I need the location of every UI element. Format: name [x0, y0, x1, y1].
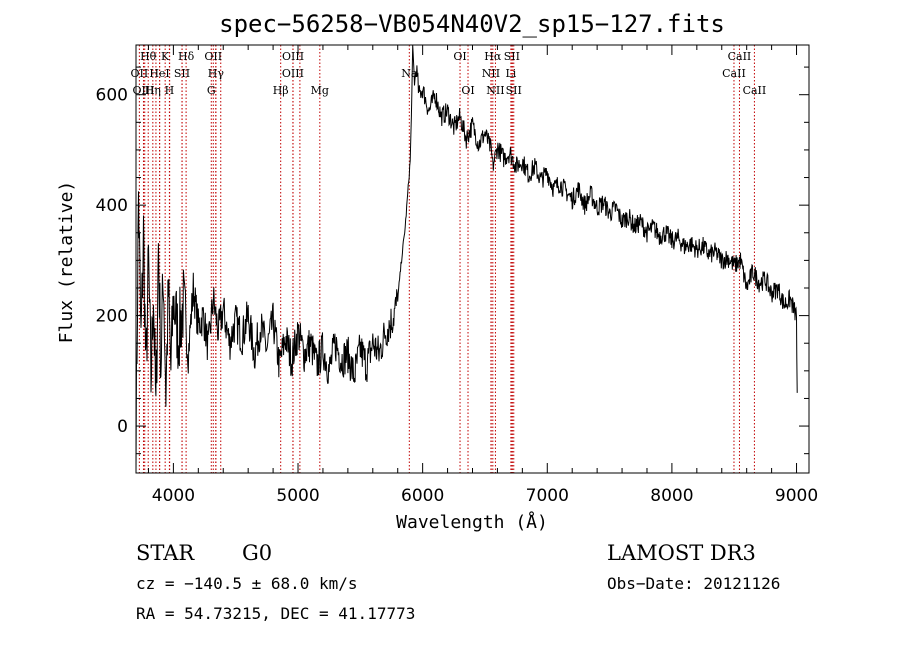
- spectral-line-label: SII: [504, 50, 520, 63]
- obs-date: Obs−Date: 20121126: [607, 574, 780, 593]
- spectral-line-label: NII: [486, 84, 504, 97]
- spectral-line-label: OI: [461, 84, 474, 97]
- spectral-line-label: OIII: [282, 67, 304, 80]
- spectral-line-label: OII: [131, 67, 149, 80]
- spectral-line-label: CaII: [743, 84, 767, 97]
- x-tick-label: 5000: [276, 486, 319, 506]
- y-tick-label: 400: [96, 196, 128, 216]
- spectral-line-label: OII: [204, 50, 222, 63]
- spectral-line-label: Li: [505, 67, 516, 80]
- object-subclass: G0: [242, 541, 272, 565]
- spectral-line-label: CaII: [728, 50, 752, 63]
- spectral-line-label: H: [165, 84, 175, 97]
- spectral-line-label: OIII: [132, 84, 154, 97]
- spectral-line-label: CaII: [722, 67, 746, 80]
- x-axis-label: Wavelength (Å): [396, 511, 548, 533]
- spectral-line-label: OIII: [282, 50, 304, 63]
- object-class: STAR: [136, 541, 195, 565]
- survey-name: LAMOST DR3: [607, 541, 756, 565]
- x-tick-label: 8000: [650, 486, 693, 506]
- spectral-line-label: SII: [506, 84, 522, 97]
- spectral-line-label: NII: [482, 67, 500, 80]
- y-tick-label: 600: [96, 86, 128, 106]
- spectrum-series: [135, 44, 798, 474]
- x-tick-label: 4000: [152, 486, 195, 506]
- x-tick-label: 6000: [401, 486, 444, 506]
- spectrum-line: [135, 44, 798, 474]
- spectral-line-label: Hβ: [273, 84, 289, 97]
- spectral-line-label: Hδ: [178, 50, 195, 63]
- spectral-line-label: Mg: [311, 84, 329, 97]
- spectral-line-label: HeI: [149, 67, 169, 80]
- spectral-line-label: Hη: [145, 84, 161, 97]
- y-tick-label: 0: [117, 417, 128, 437]
- chart-title: spec−56258−VB054N40V2_sp15−127.fits: [219, 10, 725, 38]
- y-axis-label: Flux (relative): [56, 181, 77, 344]
- x-tick-label: 7000: [526, 486, 569, 506]
- spectral-line-label: Hγ: [208, 67, 225, 80]
- spectral-line-label: K: [161, 50, 170, 63]
- spectral-line-label: Hθ: [140, 50, 157, 63]
- spectral-line-label: Hα: [484, 50, 502, 63]
- spectral-line-label: SII: [174, 67, 190, 80]
- spectral-line-label: G: [207, 84, 216, 97]
- y-tick-label: 200: [96, 307, 128, 327]
- axis-ticks: 4000 5000 6000 7000 8000 9000 0 200 400 600: [96, 45, 818, 506]
- spectral-line-label: Na: [401, 67, 418, 80]
- x-tick-label: 9000: [775, 486, 818, 506]
- velocity-readout: cz = −140.5 ± 68.0 km/s: [136, 574, 358, 593]
- spectral-line-label: OI: [453, 50, 466, 63]
- coordinates: RA = 54.73215, DEC = 41.17773: [136, 604, 415, 623]
